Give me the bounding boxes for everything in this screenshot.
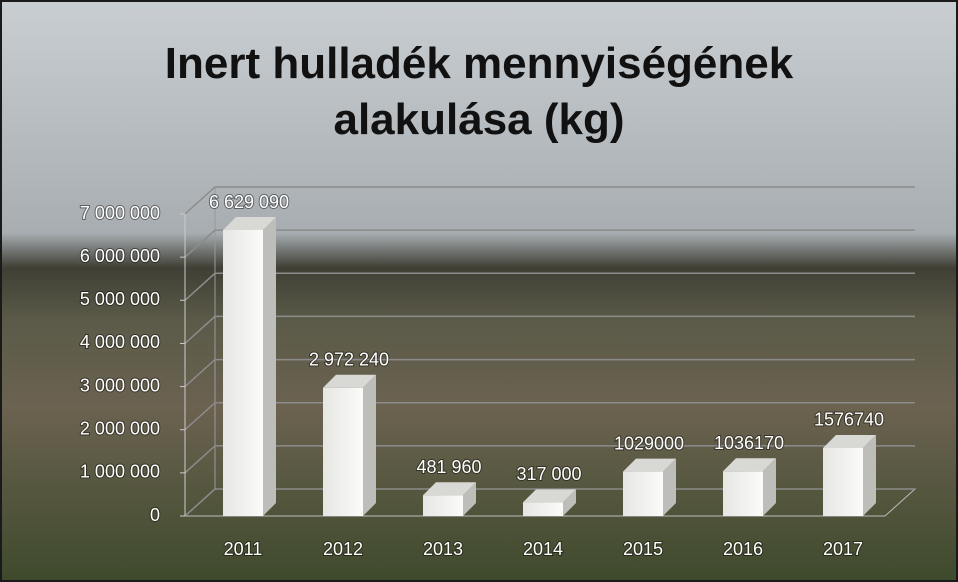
bar <box>323 387 363 516</box>
bar <box>823 447 863 516</box>
bar <box>723 471 763 516</box>
bar <box>523 502 563 516</box>
bar-side <box>663 458 676 516</box>
y-tick-label: 2 000 000 <box>80 418 160 438</box>
grid-line <box>184 315 915 344</box>
value-label: 1029000 <box>614 433 684 453</box>
bar-top <box>823 434 876 448</box>
bar-top <box>723 458 776 472</box>
value-label: 317 000 <box>516 464 581 484</box>
grid-line <box>184 401 915 431</box>
y-tick-label: 7 000 000 <box>80 203 160 223</box>
bar <box>223 230 263 516</box>
bar-side <box>463 482 476 516</box>
bar-side <box>263 217 276 516</box>
grid-line <box>184 488 915 517</box>
x-tick-label: 2016 <box>723 539 763 559</box>
bar-top <box>523 489 576 503</box>
value-label: 1576740 <box>814 410 884 430</box>
value-label: 481 960 <box>416 457 481 477</box>
bar-top <box>223 217 276 231</box>
grid-line <box>184 445 915 474</box>
grid-line <box>184 272 915 301</box>
x-tick-label: 2017 <box>823 539 863 559</box>
grid-line <box>184 358 915 388</box>
y-tick-label: 3 000 000 <box>80 375 160 395</box>
chart-title: Inert hulladék mennyiségének alakulása (… <box>164 39 794 144</box>
x-tick-label: 2014 <box>523 539 563 559</box>
bar-top <box>423 482 476 496</box>
x-tick-label: 2011 <box>224 539 263 559</box>
x-tick-label: 2015 <box>623 539 663 559</box>
bar-side <box>763 458 776 516</box>
y-tick-label: 0 <box>150 505 160 525</box>
y-tick-label: 1 000 000 <box>80 462 160 482</box>
y-tick-label: 6 000 000 <box>80 246 160 266</box>
y-tick-label: 5 000 000 <box>80 289 160 309</box>
grid-line <box>184 229 915 258</box>
bar-top <box>323 374 376 388</box>
value-label: 2 972 240 <box>309 350 389 370</box>
bar <box>623 471 663 516</box>
x-tick-label: 2012 <box>323 539 363 559</box>
bar-top <box>623 458 676 472</box>
value-label: 1036170 <box>714 433 784 453</box>
bar <box>423 495 463 516</box>
bar-side <box>363 374 376 516</box>
x-tick-label: 2013 <box>423 539 463 559</box>
bar-side <box>863 434 876 516</box>
bar-side <box>563 489 576 516</box>
value-label: 6 629 090 <box>209 192 289 212</box>
y-tick-label: 4 000 000 <box>80 332 160 352</box>
grid-line <box>184 186 915 215</box>
